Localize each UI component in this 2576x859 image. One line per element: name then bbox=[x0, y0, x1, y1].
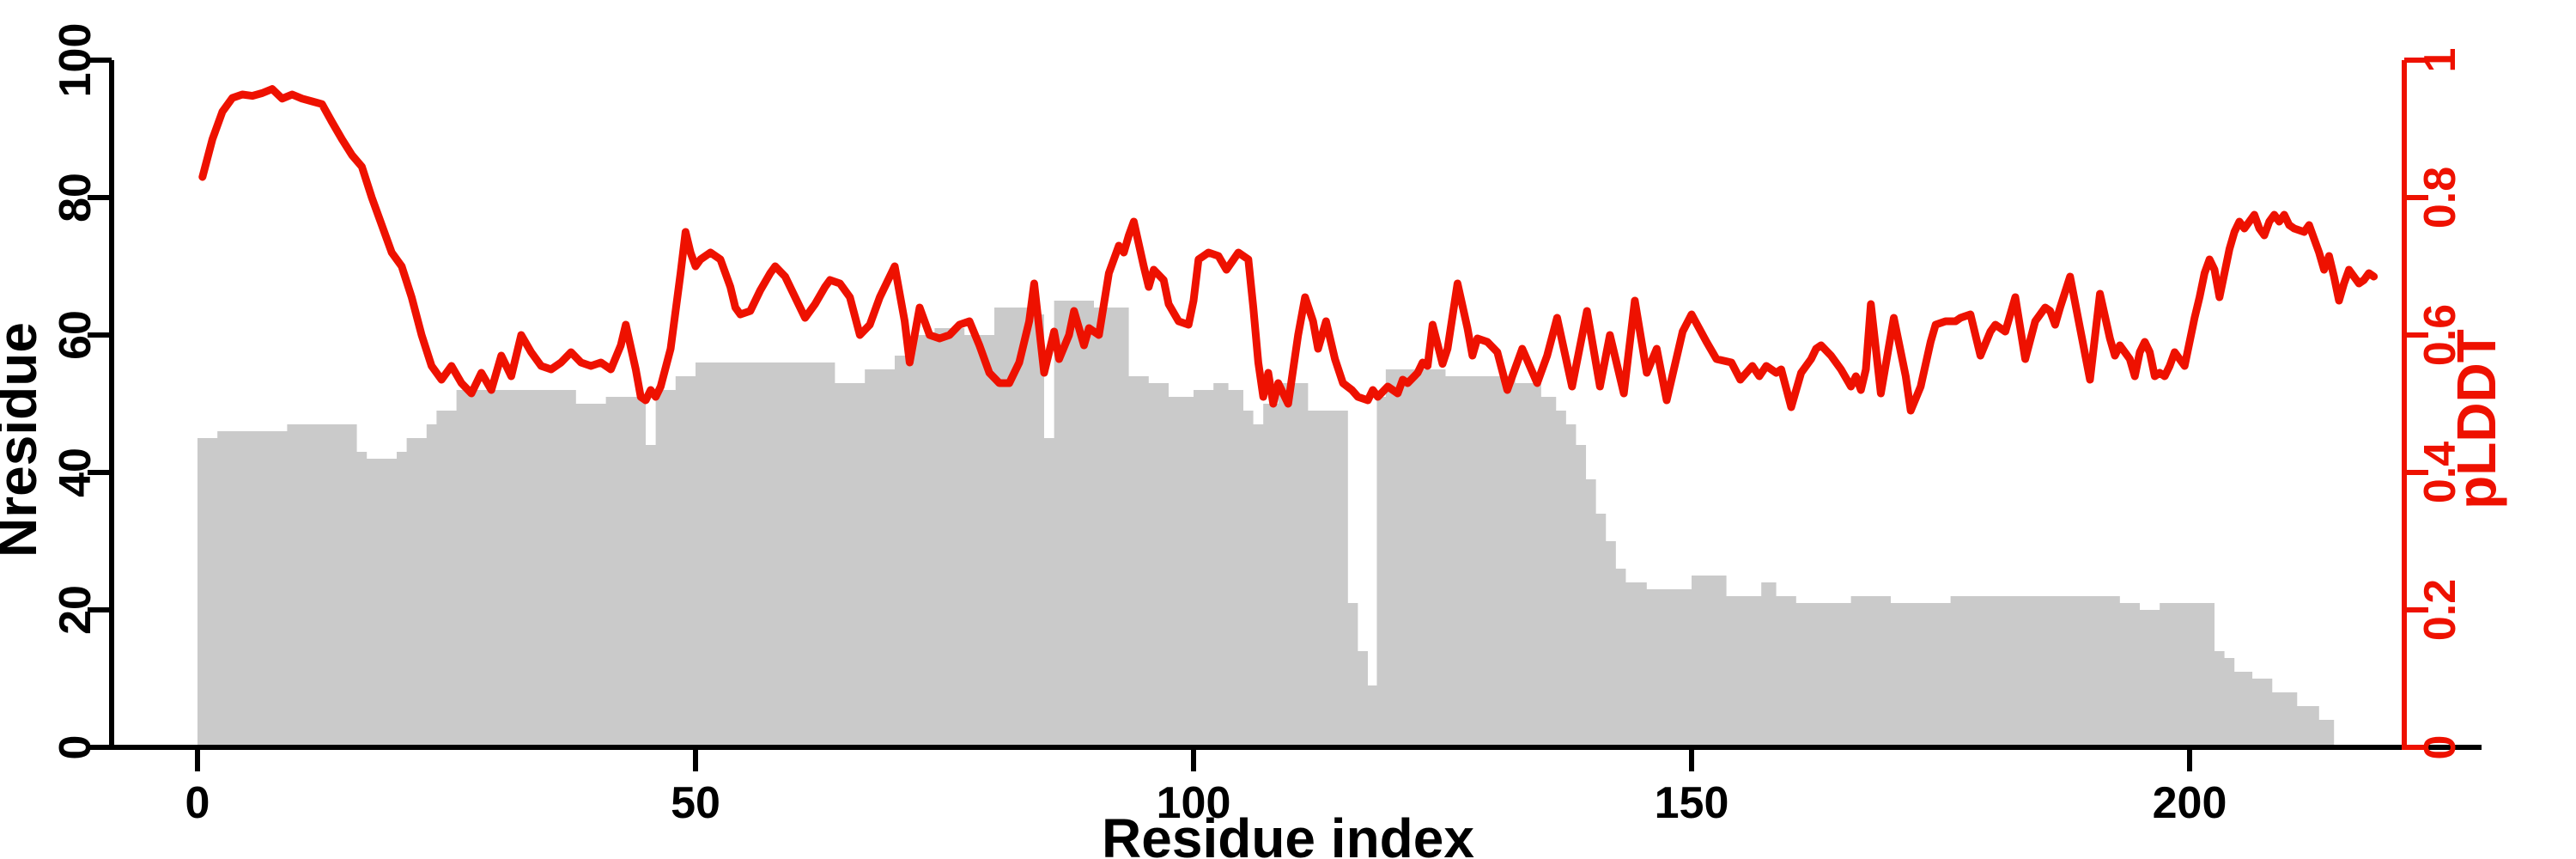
x-tick-label: 100 bbox=[1157, 778, 1231, 828]
y-left-tick-label: 60 bbox=[51, 310, 100, 360]
bars-layer bbox=[197, 301, 2335, 747]
y-right-tick-label: 0.4 bbox=[2415, 442, 2465, 503]
y-left-tick-label: 20 bbox=[51, 585, 100, 635]
y-left-tick-label: 100 bbox=[51, 23, 100, 98]
y-left-tick-label: 0 bbox=[51, 735, 100, 760]
plddt-line bbox=[198, 85, 2379, 415]
y-axis-left-title: Nresidue bbox=[0, 322, 48, 557]
y-right-tick-label: 0.8 bbox=[2415, 167, 2465, 228]
y-right-tick-label: 0 bbox=[2415, 735, 2465, 760]
x-tick-label: 150 bbox=[1655, 778, 1729, 828]
y-right-tick-label: 0.6 bbox=[2415, 304, 2465, 366]
nresidue-bars bbox=[197, 301, 2335, 747]
x-axis-title: Residue index bbox=[1102, 807, 1474, 859]
y-right-tick-label: 1 bbox=[2415, 48, 2465, 73]
line-layer bbox=[198, 85, 2379, 415]
x-tick-label: 0 bbox=[185, 778, 210, 828]
y-axis-right-title: pLDDT bbox=[2445, 329, 2507, 509]
y-right-tick-label: 0.2 bbox=[2415, 579, 2465, 641]
x-tick-label: 200 bbox=[2153, 778, 2227, 828]
y-left-tick-label: 80 bbox=[51, 173, 100, 222]
x-tick-label: 50 bbox=[671, 778, 720, 828]
y-left-tick-label: 40 bbox=[51, 448, 100, 497]
axes-layer: 0 50 100 150 200 0 20 40 60 80 100 0 0.2 0.4 0.6 0.8 1 bbox=[51, 23, 2482, 828]
